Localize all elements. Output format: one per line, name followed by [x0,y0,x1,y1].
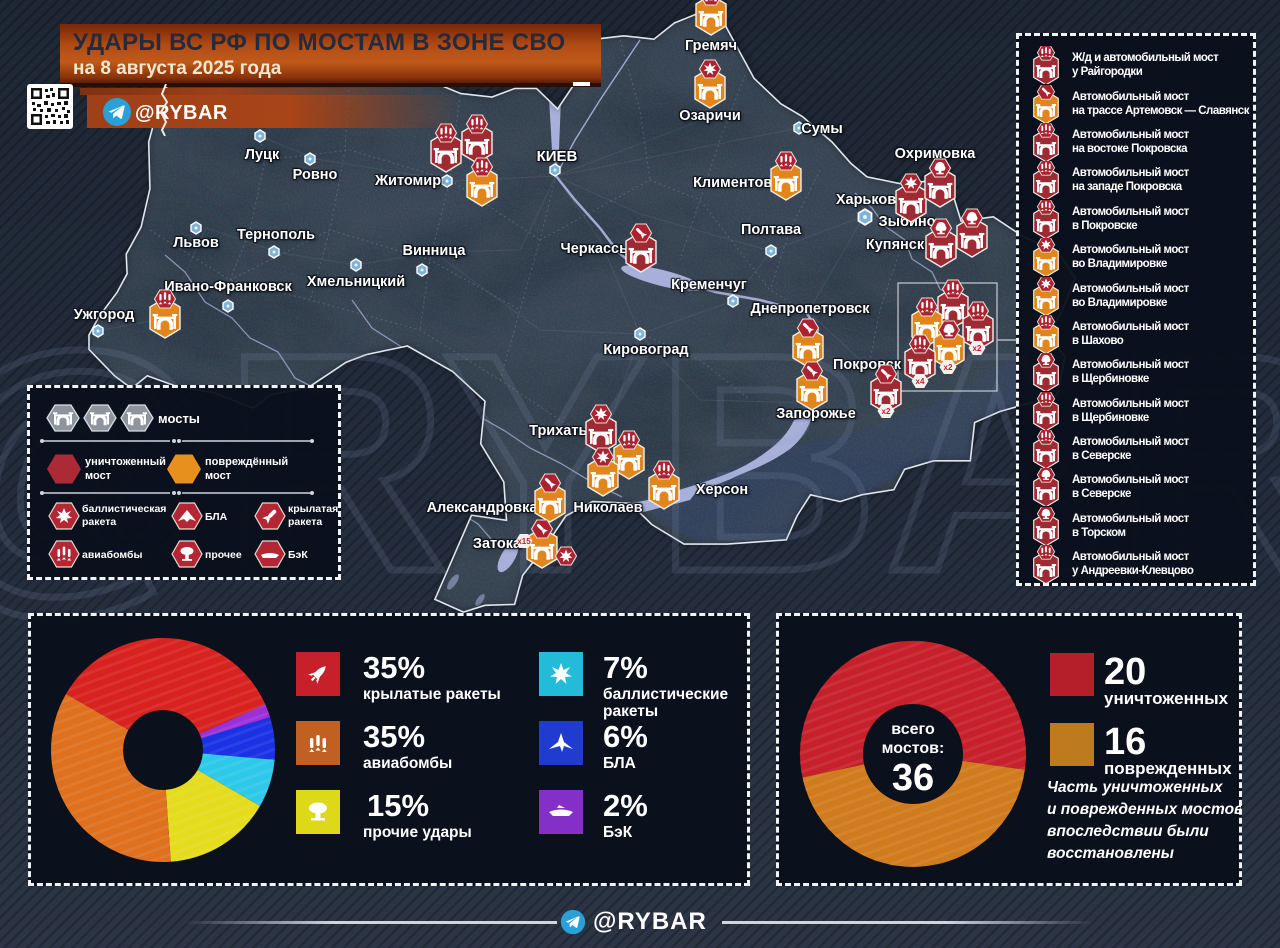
svg-text:баллистическая: баллистическая [82,503,166,515]
svg-text:БЛА: БЛА [603,755,636,772]
svg-text:и поврежденных мостов: и поврежденных мостов [1047,801,1241,818]
svg-text:баллистические: баллистические [603,686,728,703]
svg-text:2%: 2% [603,788,648,823]
svg-text:прочее: прочее [205,549,242,561]
svg-text:прочие удары: прочие удары [363,824,472,841]
svg-text:7%: 7% [603,650,648,685]
svg-text:ракета: ракета [82,516,116,528]
svg-text:мостов:: мостов: [882,740,945,757]
svg-text:крылатая: крылатая [288,503,338,515]
svg-text:мост: мост [85,470,112,482]
svg-text:авиабомбы: авиабомбы [82,549,142,561]
svg-text:авиабомбы: авиабомбы [363,755,452,772]
svg-text:20: 20 [1104,651,1146,693]
svg-text:Часть уничтоженных: Часть уничтоженных [1047,779,1224,796]
svg-text:всего: всего [891,721,935,738]
svg-text:впоследствии были: впоследствии были [1047,823,1209,840]
svg-text:16: 16 [1104,721,1146,763]
svg-text:6%: 6% [603,719,648,754]
svg-text:уничтоженный: уничтоженный [85,456,166,468]
svg-text:уничтоженных: уничтоженных [1104,689,1229,708]
svg-text:крылатые ракеты: крылатые ракеты [363,686,501,703]
svg-text:15%: 15% [367,788,429,823]
svg-text:БЛА: БЛА [205,511,228,523]
svg-text:мост: мост [205,470,232,482]
svg-text:ракета: ракета [288,516,322,528]
svg-text:повреждённый: повреждённый [205,456,288,468]
svg-text:35%: 35% [363,650,425,685]
svg-text:БэК: БэК [288,549,308,561]
svg-text:поврежденных: поврежденных [1104,759,1232,778]
svg-text:мосты: мосты [158,411,200,426]
svg-text:35%: 35% [363,719,425,754]
svg-text:БэК: БэК [603,824,633,841]
svg-text:36: 36 [892,757,934,799]
svg-text:ракеты: ракеты [603,703,658,720]
svg-text:восстановлены: восстановлены [1047,845,1174,862]
